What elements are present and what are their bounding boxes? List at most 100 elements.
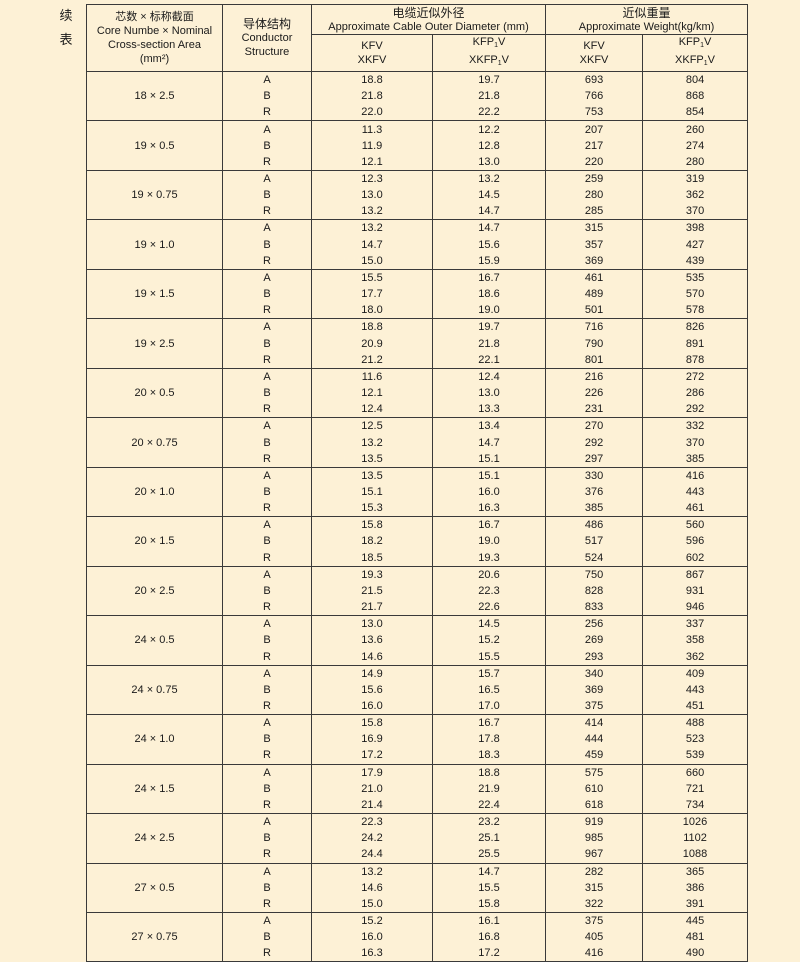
diameter-kfv-cell: 20.9 (311, 335, 433, 352)
weight-kfv-cell: 405 (545, 929, 644, 946)
weight-kfv-cell: 369 (545, 681, 644, 698)
weight-kfp1v-cell: 868 (642, 88, 749, 105)
conductor-cell: A (222, 318, 312, 336)
diameter-kfv-cell: 12.1 (311, 384, 433, 402)
table-row: B 20.9 21.8 790 891 (87, 335, 749, 352)
conductor-cell: R (222, 747, 312, 765)
weight-kfv-cell: 461 (545, 269, 644, 287)
conductor-cell: R (222, 302, 312, 320)
diameter-kfv-cell: 15.0 (311, 252, 433, 270)
conductor-cell: A (222, 813, 312, 831)
diameter-kfv-cell: 13.5 (311, 450, 433, 468)
conductor-cell: R (222, 104, 312, 122)
table-row: 24 × 0.5 A 13.0 14.5 256 337 (86, 615, 749, 666)
weight-kfp1v-cell: 385 (642, 450, 749, 468)
weight-kfp1v-cell: 365 (642, 863, 749, 880)
table-row: 20 × 0.75 A 12.5 13.4 270 332 (86, 417, 749, 468)
weight-kfv-cell: 340 (545, 665, 644, 682)
conductor-cell: R (222, 846, 312, 864)
diameter-kfv-cell: 18.5 (311, 549, 433, 567)
weight-kfv-cell: 716 (545, 318, 644, 336)
table-row: B 18.2 19.0 517 596 (87, 533, 749, 550)
table-row: B 15.6 16.5 369 443 (87, 681, 749, 698)
weight-kfv-cell: 282 (545, 863, 644, 880)
table-row: R 22.0 22.2 753 854 (87, 104, 749, 122)
conductor-cell: B (222, 582, 312, 599)
table-row: R 13.2 14.7 285 370 (87, 203, 749, 221)
diameter-kfp1v-cell: 14.7 (431, 219, 547, 237)
diameter-kfp1v-cell: 18.6 (431, 286, 547, 303)
diameter-kfp1v-cell: 15.2 (431, 632, 547, 649)
table-row: 19 × 2.5 A 18.8 19.7 716 826 (86, 318, 749, 369)
diameter-kfv-cell: 15.8 (311, 516, 433, 534)
conductor-cell: A (222, 170, 312, 188)
table-row: B 14.7 15.6 357 427 (87, 236, 749, 253)
table-row: B 21.8 21.8 766 868 (87, 88, 749, 105)
diameter-kfv-cell: 14.9 (311, 665, 433, 682)
table-row: 24 × 1.5 A 17.9 18.8 575 660 (86, 764, 749, 815)
diameter-kfv-cell: 11.6 (311, 368, 433, 385)
diameter-kfp1v-cell: 25.1 (431, 830, 547, 847)
core-spec-cell: 19 × 0.75 (86, 170, 223, 221)
diameter-kfp1v-cell: 12.2 (431, 120, 547, 138)
weight-kfv-cell: 369 (545, 252, 644, 270)
diameter-kfp1v-cell: 14.5 (431, 615, 547, 633)
weight-kfv-cell: 501 (545, 302, 644, 320)
diameter-kfv-cell: 16.9 (311, 731, 433, 748)
weight-kfv-cell: 293 (545, 648, 644, 666)
weight-kfv-cell: 828 (545, 582, 644, 599)
table-row: B 12.1 13.0 226 286 (87, 384, 749, 402)
weight-kfp1v-cell: 391 (642, 895, 749, 913)
weight-kfv-cell: 375 (545, 697, 644, 716)
diameter-kfp1v-cell: 15.5 (431, 648, 547, 666)
conductor-cell: B (222, 187, 312, 204)
diameter-kfv-cell: 13.6 (311, 632, 433, 649)
weight-kfp1v-cell: 274 (642, 137, 749, 154)
conductor-cell: B (222, 236, 312, 253)
side-label-char: 续 (59, 8, 73, 23)
weight-kfp1v-cell: 443 (642, 681, 749, 698)
diameter-kfv-cell: 16.0 (311, 929, 433, 946)
weight-kfv-cell: 693 (545, 71, 644, 89)
weight-kfv-cell: 231 (545, 401, 644, 419)
conductor-cell: R (222, 351, 312, 369)
diameter-kfv-cell: 19.3 (311, 566, 433, 583)
diameter-kfv-cell: 13.2 (311, 863, 433, 880)
diameter-kfp1v-cell: 14.7 (431, 863, 547, 880)
diameter-kfp1v-cell: 14.7 (431, 203, 547, 221)
conductor-cell: R (222, 450, 312, 468)
diameter-kfp1v-cell: 19.0 (431, 533, 547, 550)
weight-kfv-cell: 207 (545, 120, 644, 138)
conductor-cell: A (222, 615, 312, 633)
weight-kfv-cell: 618 (545, 796, 644, 815)
weight-kfp1v-cell: 386 (642, 879, 749, 896)
weight-kfp1v-cell: 362 (642, 187, 749, 204)
weight-kfp1v-cell: 488 (642, 714, 749, 732)
diameter-kfv-cell: 12.1 (311, 153, 433, 171)
diameter-kfv-cell: 14.7 (311, 236, 433, 253)
diameter-kfv-cell: 12.3 (311, 170, 433, 188)
weight-kfp1v-cell: 443 (642, 483, 749, 501)
diameter-kfv-cell: 21.7 (311, 599, 433, 617)
header-diameter-kfp1v: KFP1V XKFP1V (431, 34, 547, 72)
diameter-kfv-cell: 11.3 (311, 120, 433, 138)
table-row: B 15.1 16.0 376 443 (87, 483, 749, 501)
diameter-kfp1v-cell: 23.2 (431, 813, 547, 831)
diameter-kfv-cell: 15.2 (311, 912, 433, 930)
diameter-kfv-cell: 13.5 (311, 467, 433, 484)
diameter-kfp1v-cell: 19.3 (431, 549, 547, 567)
weight-kfp1v-cell: 523 (642, 731, 749, 748)
table-row: 24 × 2.5 A 22.3 23.2 919 1026 (86, 813, 749, 864)
core-spec-cell: 24 × 0.75 (86, 665, 223, 716)
table-row: R 17.2 18.3 459 539 (87, 747, 749, 765)
diameter-kfp1v-cell: 18.8 (431, 764, 547, 781)
diameter-kfv-cell: 17.7 (311, 286, 433, 303)
conductor-cell: R (222, 895, 312, 913)
conductor-cell: B (222, 632, 312, 649)
table-row: 27 × 0.5 A 13.2 14.7 282 365 (86, 863, 749, 913)
weight-kfv-cell: 285 (545, 203, 644, 221)
table-row: B 13.6 15.2 269 358 (87, 632, 749, 649)
table-row: B 21.0 21.9 610 721 (87, 780, 749, 797)
table-row: 18 × 2.5 A 18.8 19.7 693 804 (86, 71, 749, 122)
table-row: B 21.5 22.3 828 931 (87, 582, 749, 599)
